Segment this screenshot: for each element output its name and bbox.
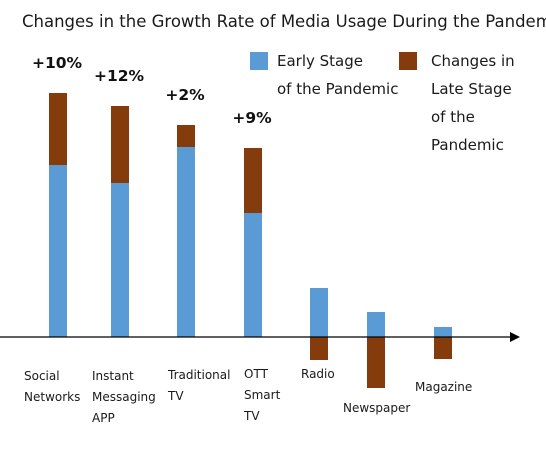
bar-late xyxy=(49,93,67,165)
bar-early xyxy=(111,183,129,337)
bar-early xyxy=(310,288,328,337)
bar-early xyxy=(49,165,67,337)
bar-late xyxy=(244,148,262,213)
bar-early xyxy=(177,147,195,337)
category-label: Magazine xyxy=(415,380,472,394)
data-label: +2% xyxy=(165,86,205,104)
bar-early xyxy=(367,312,385,337)
category-label: Newspaper xyxy=(343,401,410,415)
legend-label-late: Changes in Late Stage of the Pandemic xyxy=(431,52,515,154)
legend-label-early: Early Stage of the Pandemic xyxy=(277,52,398,98)
bar-late xyxy=(310,337,328,360)
legend-swatch-early xyxy=(250,52,268,70)
bars xyxy=(49,93,452,388)
bar-late xyxy=(367,337,385,388)
legend: Early Stage of the Pandemic Changes in Lat… xyxy=(250,52,515,154)
chart-title: Changes in the Growth Rate of Media Usag… xyxy=(22,12,546,31)
category-label: OTT Smart TV xyxy=(243,367,281,423)
x-axis-arrow-icon xyxy=(510,332,520,342)
data-label: +12% xyxy=(94,67,145,85)
category-label: Instant Messaging APP xyxy=(92,369,156,425)
bar-early xyxy=(244,213,262,337)
bar-early xyxy=(434,327,452,337)
category-label: Social Networks xyxy=(24,369,80,404)
category-label: Traditional TV xyxy=(167,368,230,403)
bar-late xyxy=(177,125,195,147)
data-label: +10% xyxy=(32,54,83,72)
category-labels: Social Networks Instant Messaging APP Traditi… xyxy=(24,367,472,425)
data-labels: +10% +12% +2% +9% xyxy=(32,54,272,127)
bar-late xyxy=(111,106,129,183)
data-label: +9% xyxy=(232,109,272,127)
legend-swatch-late xyxy=(399,52,417,70)
category-label: Radio xyxy=(301,367,335,381)
bar-late xyxy=(434,337,452,359)
